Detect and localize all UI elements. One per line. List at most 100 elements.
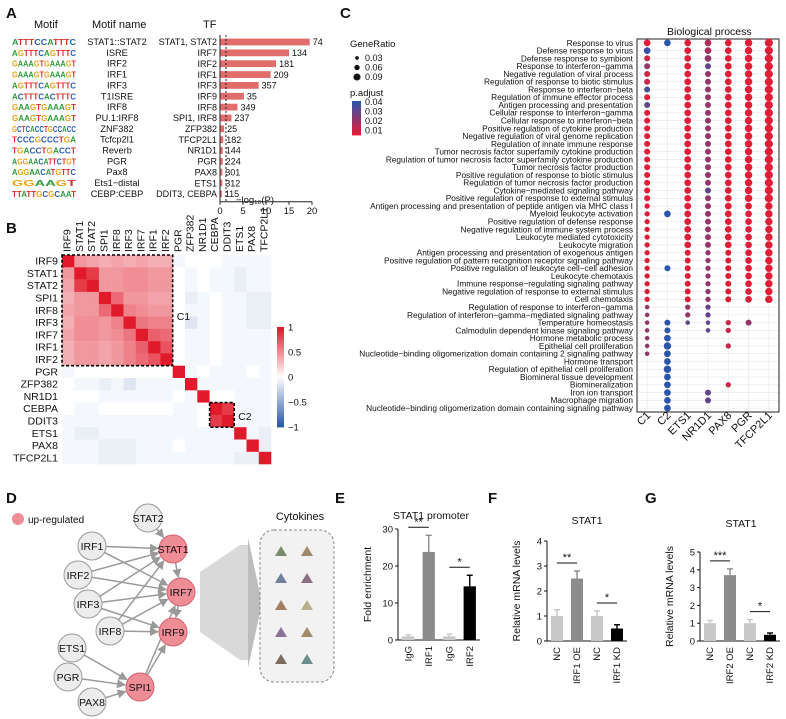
go-dot: [664, 373, 671, 381]
heat-cell: [74, 353, 87, 366]
colorbar-tick-4: −1: [288, 423, 299, 434]
go-term-36: Temperature homeostasis: [538, 318, 633, 328]
panel-g-sig-mark-1: *: [758, 601, 763, 613]
padjust-step: [352, 126, 361, 129]
bar-count-0: 74: [313, 37, 323, 47]
tf-regulatory-network: STAT2 IRF1 IRF2 IRF3 IRF8 STAT1 IRF7 IRF9 ETS1 PG…: [53, 503, 196, 717]
heat-cell: [209, 255, 223, 268]
heat-cell: [74, 439, 87, 452]
go-dot: [684, 125, 692, 132]
motif-logo-base: T: [72, 157, 76, 166]
network-edge-PGR-SPI1: [81, 678, 127, 689]
heat-cell: [123, 267, 136, 280]
network-edge-STAT1-IRF7: [172, 562, 182, 579]
padjust-step: [352, 106, 361, 109]
motif-logo-base: T: [12, 136, 17, 145]
go-dot: [704, 39, 712, 47]
heat-cell: [258, 390, 272, 403]
motif-logo-base: C: [23, 136, 29, 145]
heat-row-label-9: PGR: [35, 366, 58, 378]
colorbar-step: [277, 394, 284, 398]
heat-cell: [123, 451, 136, 465]
enrichment-bar-6: [220, 103, 238, 111]
go-dot: [644, 125, 651, 132]
motif-logo-base: T: [61, 49, 66, 58]
panel-g-xlabel-3: IRF2 KD: [765, 647, 776, 684]
heat-cell: [98, 279, 112, 293]
heat-cell: [234, 439, 247, 452]
motif-logo-base: G: [30, 103, 36, 112]
motif-logo-base: T: [33, 92, 38, 101]
heat-cell: [172, 279, 186, 293]
motif-logo-base: A: [12, 157, 17, 166]
go-dot: [644, 94, 651, 101]
go-dot: [643, 39, 651, 47]
bar-count-12: 301: [225, 167, 240, 177]
go-dot: [664, 319, 671, 326]
tf-label-7: SPI1, IRF8: [173, 113, 217, 123]
heat-cell: [62, 378, 75, 391]
heat-cell: [148, 328, 161, 342]
cluster-box-C1: [61, 254, 174, 367]
motif-name-10: Reverb: [102, 146, 132, 156]
motif-logo-base: T: [29, 49, 34, 58]
go-term-16: Tumor necrosis factor production: [512, 162, 633, 172]
tf-label-8: ZFP382: [185, 124, 217, 134]
heat-cell: [135, 316, 149, 329]
a-xlabel: −log₁₀(P): [236, 195, 274, 206]
a-xtick-label: 5: [240, 206, 245, 217]
motif-logo-base: A: [46, 168, 52, 177]
heat-row-label-6: IRF7: [35, 329, 58, 341]
a-xtick-label: 20: [307, 206, 318, 217]
padjust-step: [352, 104, 361, 107]
motif-name-1: ISRE: [106, 48, 127, 58]
motif-logo-base: T: [12, 190, 17, 199]
panel-f-xlabel-1: IRF1 OE: [572, 647, 583, 684]
heat-cell: [86, 390, 100, 403]
panel-g-ytick-label: 4: [690, 565, 695, 576]
dotplot-legend: GeneRatio0.030.060.09p.adjust0.040.030.0…: [350, 39, 395, 136]
go-dot: [644, 288, 650, 295]
heat-cell: [98, 439, 112, 452]
motif-name-8: ZNF382: [100, 124, 133, 134]
motif-logo-base: A: [12, 38, 19, 47]
motif-logo-base: A: [44, 92, 50, 101]
motif-logo-base: G: [44, 71, 50, 80]
panel-f-bar-3: [611, 628, 623, 641]
go-dot: [724, 70, 732, 78]
heat-cell: [148, 439, 161, 452]
go-dot: [745, 202, 752, 210]
bar-count-9: 182: [226, 135, 241, 145]
go-dot: [684, 109, 692, 117]
heat-col-label-14: ETS1: [234, 226, 246, 252]
heat-cell: [111, 267, 124, 280]
go-dot: [764, 108, 773, 117]
network-node-IRF9: [158, 617, 188, 647]
heat-cell: [209, 316, 223, 329]
go-term-2: Defense response to symbiont: [521, 53, 634, 63]
motif-name-header: Motif name: [92, 19, 146, 31]
enrichment-bar-10: [220, 147, 223, 154]
go-term-40: Nucleotide−binding oligomerization domai…: [359, 349, 634, 359]
heat-cell: [234, 365, 247, 379]
padjust-step: [352, 116, 361, 119]
go-term-32: Negative regulation of response to exter…: [442, 286, 633, 296]
panel-c-letter: C: [340, 5, 351, 22]
go-dot: [745, 210, 752, 218]
go-dot: [705, 203, 711, 210]
go-dot: [725, 265, 732, 272]
go-dot: [724, 55, 732, 62]
heat-col-label-5: IRF3: [123, 229, 135, 252]
heat-cell: [172, 365, 186, 379]
network-edge-IRF3-IRF7: [101, 590, 168, 603]
go-dot: [644, 55, 651, 62]
go-term-15: Regulation of tumor necrosis factor supe…: [386, 154, 634, 164]
colorbar-step: [277, 392, 284, 395]
heat-cell: [148, 255, 161, 268]
go-dot: [764, 62, 773, 71]
motif-logo-base: C: [41, 38, 48, 47]
colorbar-step: [277, 407, 284, 410]
go-dot: [684, 273, 691, 280]
generatio-key-dot: [354, 64, 360, 71]
heat-cell: [172, 304, 186, 317]
